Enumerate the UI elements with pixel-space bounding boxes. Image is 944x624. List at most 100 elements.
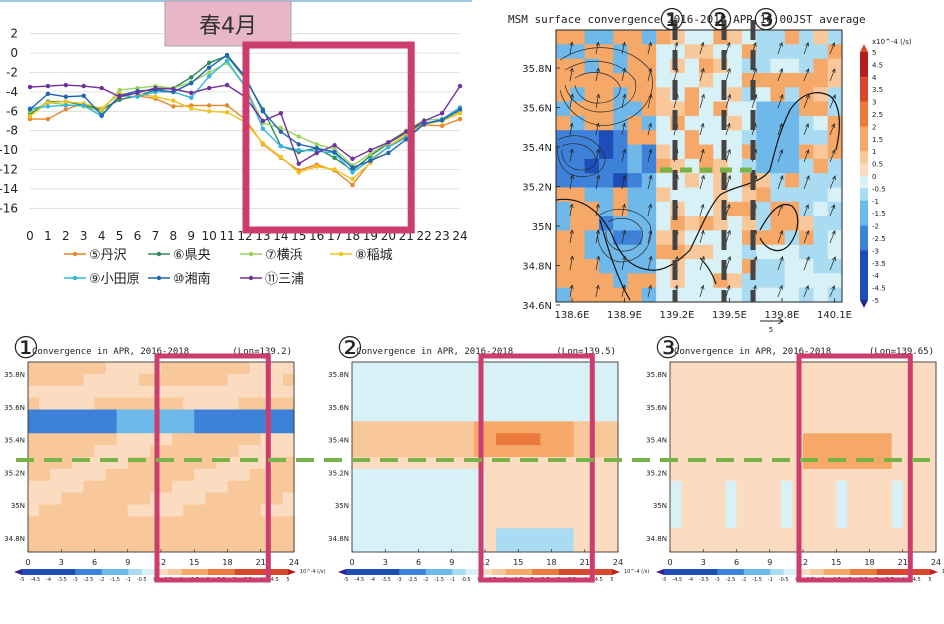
cross-section-cell bbox=[518, 468, 530, 482]
cross-colorbar-swatch bbox=[372, 569, 387, 575]
map-cell bbox=[570, 30, 586, 45]
cross-colorbar-tick-label: -5 bbox=[344, 577, 349, 583]
data-point bbox=[350, 165, 355, 170]
x-tick-label: 23 bbox=[434, 229, 449, 243]
wind-arrowhead bbox=[596, 93, 601, 99]
cross-section-cell bbox=[847, 385, 859, 399]
wind-arrowhead bbox=[648, 284, 653, 290]
map-cell bbox=[556, 287, 571, 303]
cross-section-cell bbox=[891, 362, 904, 375]
map-cell bbox=[598, 259, 614, 274]
cross-section-cell bbox=[573, 492, 586, 505]
cross-section-cell bbox=[913, 397, 926, 410]
cross-section-cell bbox=[374, 540, 386, 553]
cross-section-cell bbox=[540, 445, 552, 458]
map-cell bbox=[556, 101, 571, 117]
cross-section-cell bbox=[183, 362, 195, 375]
cross-section-cell bbox=[858, 385, 870, 399]
cross-colorbar-swatch bbox=[492, 569, 506, 575]
cross-section-cell bbox=[105, 492, 118, 505]
map-cell bbox=[556, 187, 571, 203]
wind-arrowhead bbox=[727, 174, 732, 180]
cross-colorbar-swatch bbox=[168, 569, 182, 575]
cross-section-cell bbox=[39, 504, 51, 517]
cross-section-cell bbox=[880, 397, 893, 410]
wind-arrowhead bbox=[700, 67, 705, 73]
cross-section-cell bbox=[518, 421, 530, 434]
cross-section-cell bbox=[692, 373, 704, 387]
map-cell bbox=[770, 287, 786, 303]
cross-section-cell bbox=[847, 516, 859, 529]
cross-section-cell bbox=[769, 385, 782, 399]
wind-arrowhead bbox=[779, 175, 784, 180]
cross-section-cell bbox=[880, 445, 893, 458]
wind-arrowhead bbox=[778, 284, 783, 290]
cross-section-cell bbox=[496, 385, 508, 399]
cross-section-cell bbox=[183, 445, 195, 458]
cross-section-cell bbox=[451, 492, 464, 505]
cross-section-cell bbox=[238, 421, 251, 434]
wind-arrow bbox=[803, 149, 809, 163]
cross-section-cell bbox=[780, 468, 793, 482]
cross-section-cell bbox=[462, 385, 475, 399]
cross-section-cell bbox=[249, 492, 262, 505]
y-tick-label: 2 bbox=[10, 27, 18, 41]
cross-section-cell bbox=[83, 397, 95, 410]
cross-section-cell bbox=[880, 421, 893, 434]
cross-section-cell bbox=[836, 421, 848, 434]
cross-section-cell bbox=[540, 373, 552, 387]
map-cell bbox=[584, 287, 600, 303]
cross-colorbar-swatch bbox=[545, 569, 560, 575]
cross-section-cell bbox=[462, 528, 475, 541]
data-point bbox=[117, 94, 122, 99]
cross-section-cell bbox=[562, 480, 575, 494]
cross-section-cell bbox=[847, 362, 859, 375]
wind-arrowhead bbox=[726, 203, 731, 209]
cross-colorbar-tick-label: -0.5 bbox=[461, 577, 471, 583]
wind-arrow bbox=[621, 42, 625, 55]
cross-section-cell bbox=[116, 540, 129, 553]
cross-section-cell bbox=[606, 362, 619, 375]
cross-section-cell bbox=[924, 516, 937, 529]
wind-arrowhead bbox=[622, 174, 627, 180]
cross-colorbar-tick-label: -1.5 bbox=[434, 577, 444, 583]
map-cell bbox=[756, 30, 771, 45]
x-tick-label: 7 bbox=[152, 229, 160, 243]
cross-section-cell bbox=[271, 528, 284, 541]
cross-section-cell bbox=[161, 421, 173, 434]
cross-section-cell bbox=[440, 504, 453, 517]
cross-section-cell bbox=[216, 528, 228, 541]
wind-arrowhead bbox=[726, 122, 731, 128]
cross-section-cell bbox=[507, 504, 519, 517]
cross-colorbar-swatch bbox=[797, 569, 811, 575]
cross-section-cell bbox=[692, 492, 704, 505]
cross-section-cell bbox=[736, 540, 749, 553]
cross-section-cell bbox=[913, 385, 926, 399]
wind-arrow bbox=[829, 94, 836, 109]
wind-arrow bbox=[569, 204, 573, 217]
cross-section-cell bbox=[540, 457, 552, 470]
cross-section-cell bbox=[385, 516, 397, 529]
cross-section-cell bbox=[769, 433, 782, 446]
cross-section-cell bbox=[374, 433, 386, 446]
cross-section-hour-label: 12 bbox=[156, 558, 166, 567]
cross-section-cell bbox=[161, 397, 173, 410]
cross-section-cell bbox=[736, 480, 749, 494]
cross-section-cell bbox=[769, 468, 782, 482]
cross-colorbar-tick-label: -2 bbox=[423, 577, 428, 583]
data-point bbox=[63, 107, 69, 112]
map-cell bbox=[641, 187, 657, 203]
data-point bbox=[45, 116, 51, 122]
cross-section-cell bbox=[573, 409, 586, 422]
wind-arrow bbox=[777, 149, 783, 163]
map-cell bbox=[584, 87, 600, 103]
cross-section-cell bbox=[573, 385, 586, 399]
cross-colorbar-left-arrow bbox=[338, 569, 346, 575]
cross-section-cell bbox=[780, 397, 793, 410]
cross-section-cell bbox=[39, 528, 51, 541]
cross-section-cell bbox=[205, 362, 217, 375]
cross-section-cell bbox=[562, 385, 575, 399]
wind-arrowhead bbox=[831, 42, 836, 47]
cross-section-cell bbox=[50, 445, 62, 458]
cross-section-cell bbox=[836, 480, 848, 494]
